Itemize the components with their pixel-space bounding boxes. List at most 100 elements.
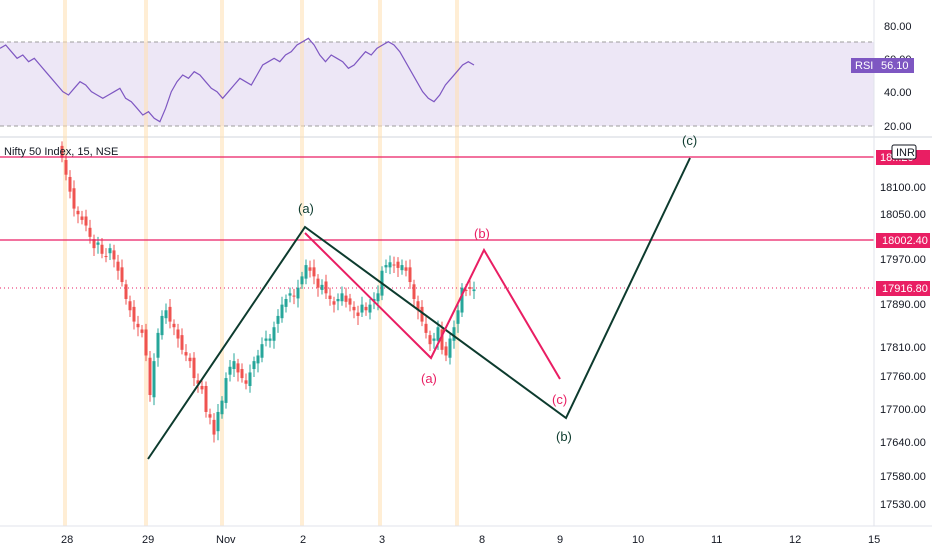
- price-tick: 17700.00: [880, 404, 926, 416]
- candle-body: [260, 344, 264, 358]
- candle-body: [352, 306, 356, 311]
- green-wave-b-label: (b): [556, 429, 572, 444]
- date-tick: 2: [300, 534, 306, 546]
- candle-body: [452, 327, 456, 341]
- candle-body: [184, 352, 188, 356]
- candle-body: [280, 304, 284, 319]
- candle-body: [464, 289, 468, 291]
- green-wave-a-label: (a): [298, 201, 314, 216]
- candle-body: [148, 357, 152, 396]
- date-tick: 29: [142, 534, 154, 546]
- candle-body: [232, 361, 236, 370]
- candle-body: [324, 281, 328, 294]
- candle-body: [60, 145, 64, 158]
- candle-body: [100, 244, 104, 254]
- candle-body: [344, 295, 348, 302]
- candle-body: [172, 323, 176, 328]
- candle-body: [88, 227, 92, 237]
- candle-body: [192, 357, 196, 379]
- candle-body: [196, 380, 200, 384]
- currency-badge[interactable]: [891, 144, 917, 160]
- candle-body: [288, 293, 292, 296]
- candle-body: [404, 267, 408, 271]
- candle-body: [296, 287, 300, 299]
- candle-body: [104, 256, 108, 258]
- candle-body: [220, 400, 224, 415]
- price-tick: 17530.00: [880, 499, 926, 511]
- candle-body: [124, 284, 128, 299]
- candle-body: [72, 188, 76, 209]
- session-separators: [63, 0, 459, 526]
- session-separator: [378, 0, 382, 526]
- price-tick: 17760.00: [880, 371, 926, 383]
- price-tick: 17580.00: [880, 471, 926, 483]
- candle-body: [244, 380, 248, 384]
- candle-body: [408, 267, 412, 283]
- candle-body: [468, 287, 472, 289]
- candle-body: [200, 385, 204, 390]
- candle-body: [84, 216, 88, 226]
- candle-body: [424, 323, 428, 333]
- date-tick: 11: [711, 534, 722, 546]
- candle-body: [156, 332, 160, 358]
- session-separator: [300, 0, 304, 526]
- candle-body: [304, 265, 308, 279]
- candle-body: [140, 329, 144, 333]
- candle-body: [64, 160, 68, 175]
- candle-body: [356, 312, 360, 316]
- candle-body: [236, 363, 240, 373]
- candle-body: [348, 298, 352, 305]
- candle-body: [116, 261, 120, 271]
- candle-body: [308, 267, 312, 271]
- candle-body: [164, 310, 168, 319]
- price-tag-top: 18...20 INR: [876, 144, 930, 165]
- candle-body: [92, 239, 96, 249]
- rsi-tick: 20.00: [884, 121, 912, 133]
- candle-body: [400, 265, 404, 271]
- session-separator: [455, 0, 459, 526]
- pink-wave-path[interactable]: [304, 232, 561, 380]
- price-tick: 17890.00: [880, 299, 926, 311]
- candle-body: [208, 414, 212, 418]
- green-wave-path[interactable]: [147, 157, 691, 460]
- candle-body: [384, 265, 388, 268]
- candle-body: [176, 329, 180, 339]
- rsi-axis: 80.00 60.00 40.00 20.00: [884, 21, 912, 133]
- candle-body: [448, 338, 452, 358]
- candle-body: [252, 361, 256, 370]
- pink-wave-b-label: (b): [474, 226, 490, 241]
- candle-body: [292, 295, 296, 297]
- rsi-band-fill: [0, 42, 874, 126]
- price-tick: 17640.00: [880, 437, 926, 449]
- candle-body: [412, 284, 416, 299]
- candle-body: [420, 306, 424, 322]
- price-tick: 17810.00: [880, 342, 926, 354]
- candles: [60, 141, 476, 443]
- date-tick: 12: [789, 534, 801, 546]
- candle-body: [228, 366, 232, 375]
- date-tick: 15: [868, 534, 880, 546]
- rsi-tag-value: 56.10: [881, 60, 909, 72]
- candle-body: [240, 369, 244, 379]
- candle-body: [136, 323, 140, 328]
- price-axis: 18100.00 18050.00 17970.00 17890.00 1781…: [880, 182, 926, 511]
- pink-wave-c-label: (c): [552, 392, 567, 407]
- candle-body: [336, 298, 340, 302]
- candle-body: [328, 295, 332, 299]
- candle-body: [460, 287, 464, 313]
- candle-body: [248, 372, 252, 386]
- green-wave-c-label: (c): [682, 133, 697, 148]
- session-separator: [144, 0, 148, 526]
- candle-body: [388, 262, 392, 268]
- date-axis: 28 29 Nov 2 3 8 9 10 11 12 15: [61, 534, 880, 546]
- price-tick: 17970.00: [880, 254, 926, 266]
- candle-body: [276, 315, 280, 324]
- symbol-label[interactable]: Nifty 50 Index, 15, NSE: [4, 146, 118, 158]
- currency-label: INR: [896, 147, 915, 159]
- candle-body: [212, 419, 216, 435]
- candle-body: [436, 327, 440, 341]
- rsi-tag-label: RSI: [855, 60, 873, 72]
- candle-body: [416, 301, 420, 311]
- candle-body: [284, 298, 288, 307]
